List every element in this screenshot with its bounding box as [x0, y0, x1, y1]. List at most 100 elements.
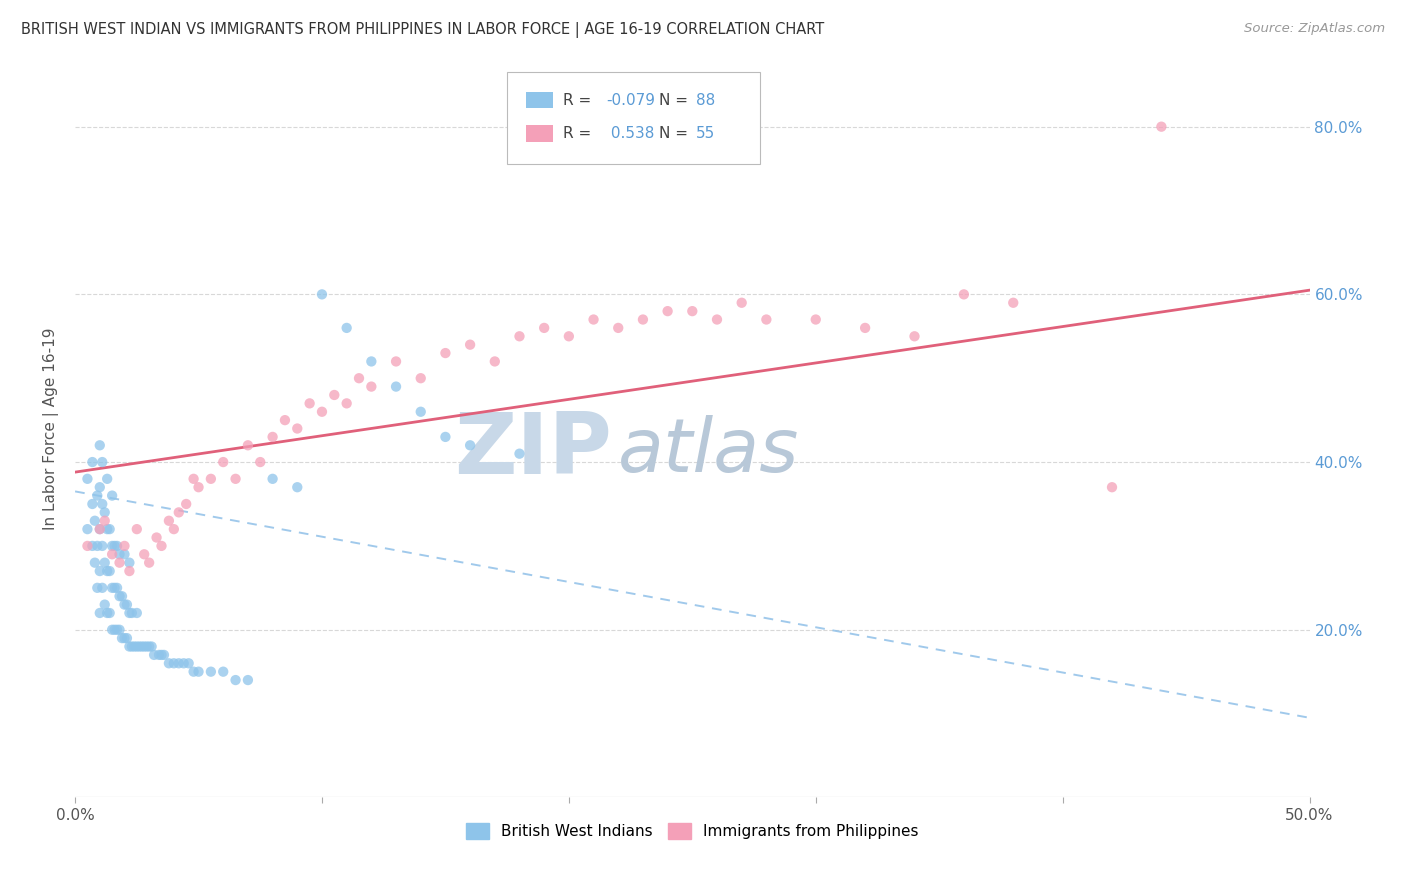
Point — [347, 371, 370, 385]
Point — [163, 657, 186, 671]
Point — [83, 514, 105, 528]
Point — [135, 640, 157, 654]
Point — [508, 329, 530, 343]
Point — [114, 547, 136, 561]
Point — [804, 312, 827, 326]
Point — [104, 581, 127, 595]
Point — [96, 522, 118, 536]
Point — [1101, 480, 1123, 494]
Point — [212, 455, 235, 469]
Text: -0.079: -0.079 — [606, 93, 655, 108]
Text: R =: R = — [562, 126, 596, 141]
Point — [118, 556, 141, 570]
Text: Source: ZipAtlas.com: Source: ZipAtlas.com — [1244, 22, 1385, 36]
Point — [200, 665, 222, 679]
Point — [903, 329, 925, 343]
Y-axis label: In Labor Force | Age 16-19: In Labor Force | Age 16-19 — [44, 327, 59, 530]
Point — [225, 673, 247, 687]
Point — [93, 598, 115, 612]
Point — [200, 472, 222, 486]
Point — [111, 631, 134, 645]
Point — [336, 396, 359, 410]
Point — [145, 531, 167, 545]
Point — [150, 539, 173, 553]
Point — [323, 388, 346, 402]
Point — [174, 497, 197, 511]
Point — [125, 522, 148, 536]
Point — [89, 522, 111, 536]
Point — [360, 379, 382, 393]
Point — [125, 640, 148, 654]
Point — [953, 287, 976, 301]
Point — [157, 657, 180, 671]
Point — [105, 581, 128, 595]
Point — [108, 623, 131, 637]
Point — [311, 405, 333, 419]
Point — [89, 606, 111, 620]
Point — [101, 489, 124, 503]
Point — [285, 421, 308, 435]
Point — [183, 472, 205, 486]
Point — [177, 657, 200, 671]
Point — [183, 665, 205, 679]
Point — [93, 505, 115, 519]
Point — [582, 312, 605, 326]
Point — [225, 472, 247, 486]
Point — [101, 623, 124, 637]
Point — [143, 648, 166, 662]
Point — [508, 447, 530, 461]
Point — [134, 547, 156, 561]
FancyBboxPatch shape — [508, 72, 761, 164]
Point — [104, 623, 127, 637]
Point — [1002, 295, 1025, 310]
Point — [385, 354, 408, 368]
Point — [731, 295, 754, 310]
Point — [91, 539, 114, 553]
Point — [89, 564, 111, 578]
Point — [86, 581, 108, 595]
Point — [125, 606, 148, 620]
Point — [360, 354, 382, 368]
Point — [336, 321, 359, 335]
FancyBboxPatch shape — [526, 125, 553, 142]
Point — [173, 657, 195, 671]
Point — [115, 631, 138, 645]
Point — [141, 640, 163, 654]
Point — [101, 581, 124, 595]
Point — [262, 472, 284, 486]
Point — [187, 480, 209, 494]
Point — [76, 472, 98, 486]
Point — [236, 673, 259, 687]
Point — [150, 648, 173, 662]
Point — [114, 539, 136, 553]
Point — [409, 371, 432, 385]
Point — [163, 522, 186, 536]
Point — [853, 321, 876, 335]
Text: 88: 88 — [696, 93, 716, 108]
Point — [91, 581, 114, 595]
Point — [533, 321, 555, 335]
Point — [101, 539, 124, 553]
Point — [128, 640, 150, 654]
Point — [458, 438, 481, 452]
Point — [93, 556, 115, 570]
Point — [105, 539, 128, 553]
Text: N =: N = — [659, 126, 693, 141]
Point — [1150, 120, 1173, 134]
Text: BRITISH WEST INDIAN VS IMMIGRANTS FROM PHILIPPINES IN LABOR FORCE | AGE 16-19 CO: BRITISH WEST INDIAN VS IMMIGRANTS FROM P… — [21, 22, 824, 38]
Point — [118, 640, 141, 654]
Point — [311, 287, 333, 301]
Point — [115, 598, 138, 612]
Text: N =: N = — [659, 93, 693, 108]
Point — [76, 522, 98, 536]
Point — [409, 405, 432, 419]
Point — [89, 438, 111, 452]
Point — [118, 564, 141, 578]
Point — [131, 640, 153, 654]
Point — [706, 312, 728, 326]
FancyBboxPatch shape — [526, 92, 553, 108]
Point — [484, 354, 506, 368]
Point — [285, 480, 308, 494]
Point — [118, 606, 141, 620]
Point — [108, 556, 131, 570]
